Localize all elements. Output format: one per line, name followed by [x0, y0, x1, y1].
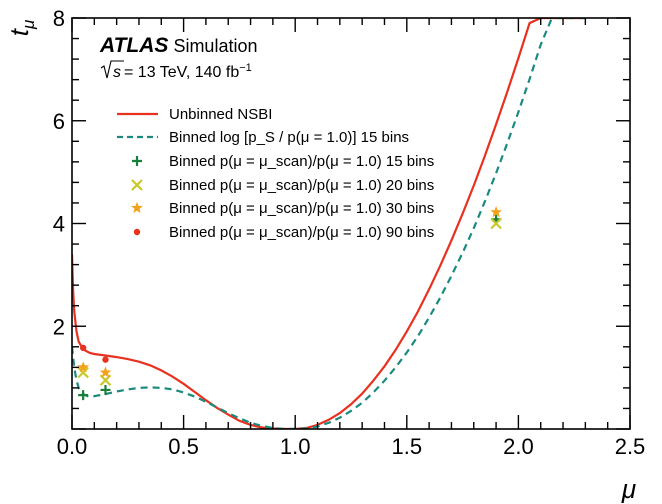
- sqrt-sign: [100, 60, 124, 79]
- legend-marker-20bins: [131, 179, 143, 191]
- legend-marker-15bins: [132, 156, 142, 166]
- legend-label-90bins: Binned p(μ = μ_scan)/p(μ = 1.0) 90 bins: [169, 224, 434, 241]
- y-axis-label-sub: μ: [19, 19, 38, 30]
- legend-entry-unbinned: Unbinned NSBI: [117, 106, 272, 123]
- y-tick-label: 4: [53, 212, 65, 237]
- lumi-exponent: −1: [239, 62, 252, 74]
- energy-text: = 13 TeV, 140 fb: [124, 64, 239, 81]
- data-point-bins20: [77, 366, 89, 379]
- legend-symbol-bins15: [132, 156, 142, 166]
- data-point-bins30: [99, 366, 112, 378]
- x-axis-label: μ: [621, 474, 636, 504]
- svg-text:s: s: [113, 64, 121, 81]
- legend-entry-15bins: Binned p(μ = μ_scan)/p(μ = 1.0) 15 bins: [132, 153, 434, 170]
- legend-label-30bins: Binned p(μ = μ_scan)/p(μ = 1.0) 30 bins: [169, 200, 434, 217]
- y-tick-label: 6: [53, 109, 65, 134]
- x-tick-label: 0.5: [168, 434, 199, 459]
- legend-symbol-bins20: [131, 179, 143, 191]
- energy-label: s = 13 TeV, 140 fb−1: [100, 60, 252, 81]
- legend-entry-90bins: Binned p(μ = μ_scan)/p(μ = 1.0) 90 bins: [133, 224, 434, 241]
- legend-entry-binned-log: Binned log [p_S / p(μ = 1.0)] 15 bins: [117, 129, 409, 146]
- ticks-layer: 0.0 0.5 1.0 1.5 2.0 2.5 2 4 6 8: [53, 6, 646, 459]
- legend-label-unbinned: Unbinned NSBI: [169, 106, 272, 123]
- legend-symbol-bins30: [131, 201, 143, 213]
- data-point-bins30: [77, 361, 90, 373]
- x-tick-label: 2.0: [503, 434, 534, 459]
- data-point-bins20: [99, 374, 112, 386]
- legend-marker-90bins: [133, 228, 141, 236]
- data-point-bins90: [102, 356, 109, 363]
- x-tick-label: 2.5: [615, 434, 646, 459]
- atlas-label: ATLAS Simulation: [99, 34, 257, 57]
- legend-label-binned-log: Binned log [p_S / p(μ = 1.0)] 15 bins: [169, 129, 409, 146]
- y-tick-label: 2: [53, 314, 65, 339]
- experiment-tag: Simulation: [173, 36, 257, 56]
- experiment-name: ATLAS: [99, 34, 168, 57]
- data-point-bins30: [490, 206, 502, 218]
- legend-label-20bins: Binned p(μ = μ_scan)/p(μ = 1.0) 20 bins: [169, 177, 434, 194]
- x-tick-label: 0.0: [57, 434, 88, 459]
- legend-entry-30bins: Binned p(μ = μ_scan)/p(μ = 1.0) 30 bins: [131, 200, 434, 217]
- data-point-bins15: [100, 384, 111, 395]
- y-axis-label: tμ: [4, 19, 38, 36]
- data-point-bins15: [78, 390, 89, 401]
- legend-label-15bins: Binned p(μ = μ_scan)/p(μ = 1.0) 15 bins: [169, 153, 434, 170]
- y-tick-label: 8: [53, 6, 65, 31]
- legend-marker-30bins: [131, 201, 143, 213]
- data-point-bins20: [490, 217, 502, 230]
- legend: Unbinned NSBI Binned log [p_S / p(μ = 1.…: [117, 106, 434, 241]
- y-axis-label-main: t: [4, 27, 34, 36]
- legend-entry-20bins: Binned p(μ = μ_scan)/p(μ = 1.0) 20 bins: [131, 177, 434, 194]
- x-tick-label: 1.5: [392, 434, 423, 459]
- legend-symbol-bins90: [133, 228, 141, 236]
- data-point-bins90: [79, 344, 87, 352]
- points-layer: [77, 206, 502, 401]
- x-tick-label: 1.0: [280, 434, 311, 459]
- svg-text:= 13 TeV, 140 fb−1: = 13 TeV, 140 fb−1: [124, 62, 252, 81]
